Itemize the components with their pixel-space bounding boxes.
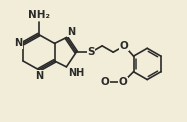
Text: N: N	[35, 71, 43, 81]
Text: O: O	[120, 41, 129, 51]
Text: S: S	[87, 47, 95, 57]
Text: NH: NH	[68, 68, 85, 78]
Text: O: O	[100, 77, 109, 87]
Text: O: O	[118, 77, 127, 87]
Text: N: N	[14, 38, 22, 48]
Text: N: N	[67, 27, 76, 37]
Text: NH₂: NH₂	[28, 10, 50, 20]
